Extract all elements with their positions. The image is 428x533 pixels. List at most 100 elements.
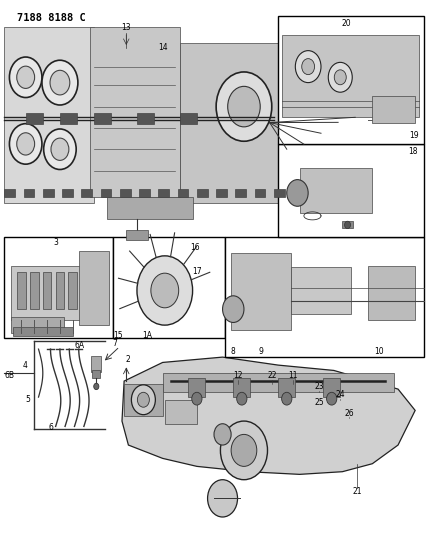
- Bar: [4, 237, 113, 338]
- Circle shape: [9, 124, 42, 164]
- Circle shape: [42, 60, 78, 105]
- Circle shape: [220, 421, 268, 480]
- Text: 6A: 6A: [74, 341, 84, 350]
- Bar: [81, 189, 92, 197]
- Circle shape: [17, 66, 35, 88]
- Bar: [107, 197, 193, 219]
- Circle shape: [44, 129, 76, 169]
- Bar: [163, 373, 394, 392]
- Bar: [120, 189, 131, 197]
- Text: 3: 3: [53, 238, 58, 247]
- Text: 6: 6: [48, 423, 53, 432]
- Bar: [368, 266, 415, 320]
- Circle shape: [137, 256, 193, 325]
- Text: 5: 5: [25, 395, 30, 404]
- Bar: [17, 272, 26, 309]
- Circle shape: [216, 72, 272, 141]
- Text: 18: 18: [408, 148, 418, 156]
- Text: 25: 25: [314, 398, 324, 407]
- Text: 12: 12: [233, 372, 242, 380]
- Bar: [4, 189, 15, 197]
- Bar: [165, 400, 197, 424]
- Circle shape: [137, 392, 149, 407]
- Circle shape: [237, 392, 247, 405]
- Polygon shape: [122, 357, 415, 474]
- Text: 16: 16: [190, 244, 199, 252]
- Text: 11: 11: [288, 372, 298, 380]
- Bar: [216, 189, 227, 197]
- Bar: [56, 272, 64, 309]
- Bar: [13, 327, 73, 336]
- Bar: [197, 189, 208, 197]
- Bar: [79, 251, 109, 325]
- Text: 24: 24: [336, 390, 345, 399]
- Bar: [233, 378, 250, 397]
- Text: 4: 4: [22, 361, 27, 369]
- Circle shape: [282, 392, 292, 405]
- Text: 13: 13: [122, 23, 131, 32]
- Circle shape: [334, 70, 346, 85]
- Circle shape: [214, 424, 231, 445]
- Bar: [278, 378, 295, 397]
- Bar: [255, 189, 265, 197]
- Bar: [300, 168, 372, 213]
- Circle shape: [94, 383, 99, 390]
- Bar: [113, 237, 225, 338]
- Circle shape: [302, 59, 315, 75]
- Text: 22: 22: [267, 372, 276, 380]
- Text: 15: 15: [113, 332, 122, 340]
- Text: 2: 2: [125, 356, 130, 364]
- Bar: [225, 237, 424, 357]
- Bar: [342, 221, 353, 228]
- Text: 26: 26: [344, 409, 354, 417]
- Bar: [274, 189, 285, 197]
- Bar: [4, 27, 94, 203]
- Bar: [94, 113, 111, 124]
- Text: 7188 8188 C: 7188 8188 C: [17, 13, 86, 23]
- Text: 6B: 6B: [4, 372, 15, 380]
- Bar: [60, 113, 77, 124]
- Bar: [92, 370, 100, 378]
- Text: 9: 9: [259, 348, 264, 356]
- Circle shape: [17, 133, 35, 155]
- Circle shape: [228, 86, 260, 127]
- Text: 8: 8: [231, 348, 236, 356]
- Bar: [188, 378, 205, 397]
- Text: 7: 7: [112, 340, 117, 348]
- Text: 23: 23: [314, 382, 324, 391]
- Text: 19: 19: [410, 132, 419, 140]
- Text: 20: 20: [342, 20, 351, 28]
- Circle shape: [51, 138, 69, 160]
- Bar: [62, 189, 73, 197]
- Circle shape: [345, 221, 351, 229]
- Text: 1A: 1A: [143, 332, 153, 340]
- Bar: [278, 16, 424, 144]
- Text: 10: 10: [374, 348, 383, 356]
- Bar: [372, 96, 415, 123]
- Circle shape: [131, 385, 155, 415]
- Bar: [139, 189, 150, 197]
- Circle shape: [9, 57, 42, 98]
- Bar: [24, 189, 34, 197]
- Bar: [11, 317, 64, 333]
- Bar: [43, 272, 51, 309]
- Circle shape: [151, 273, 179, 308]
- Bar: [91, 356, 101, 372]
- Bar: [291, 266, 351, 314]
- Bar: [158, 189, 169, 197]
- Bar: [231, 253, 291, 330]
- Circle shape: [208, 480, 238, 517]
- Bar: [124, 384, 163, 416]
- Circle shape: [327, 392, 337, 405]
- Bar: [323, 378, 340, 397]
- Circle shape: [287, 180, 308, 206]
- Text: 21: 21: [353, 487, 362, 496]
- Bar: [26, 113, 43, 124]
- Circle shape: [192, 392, 202, 405]
- Bar: [43, 189, 54, 197]
- Bar: [137, 113, 154, 124]
- Bar: [68, 272, 77, 309]
- Bar: [30, 272, 39, 309]
- Circle shape: [328, 62, 352, 92]
- Bar: [90, 27, 180, 197]
